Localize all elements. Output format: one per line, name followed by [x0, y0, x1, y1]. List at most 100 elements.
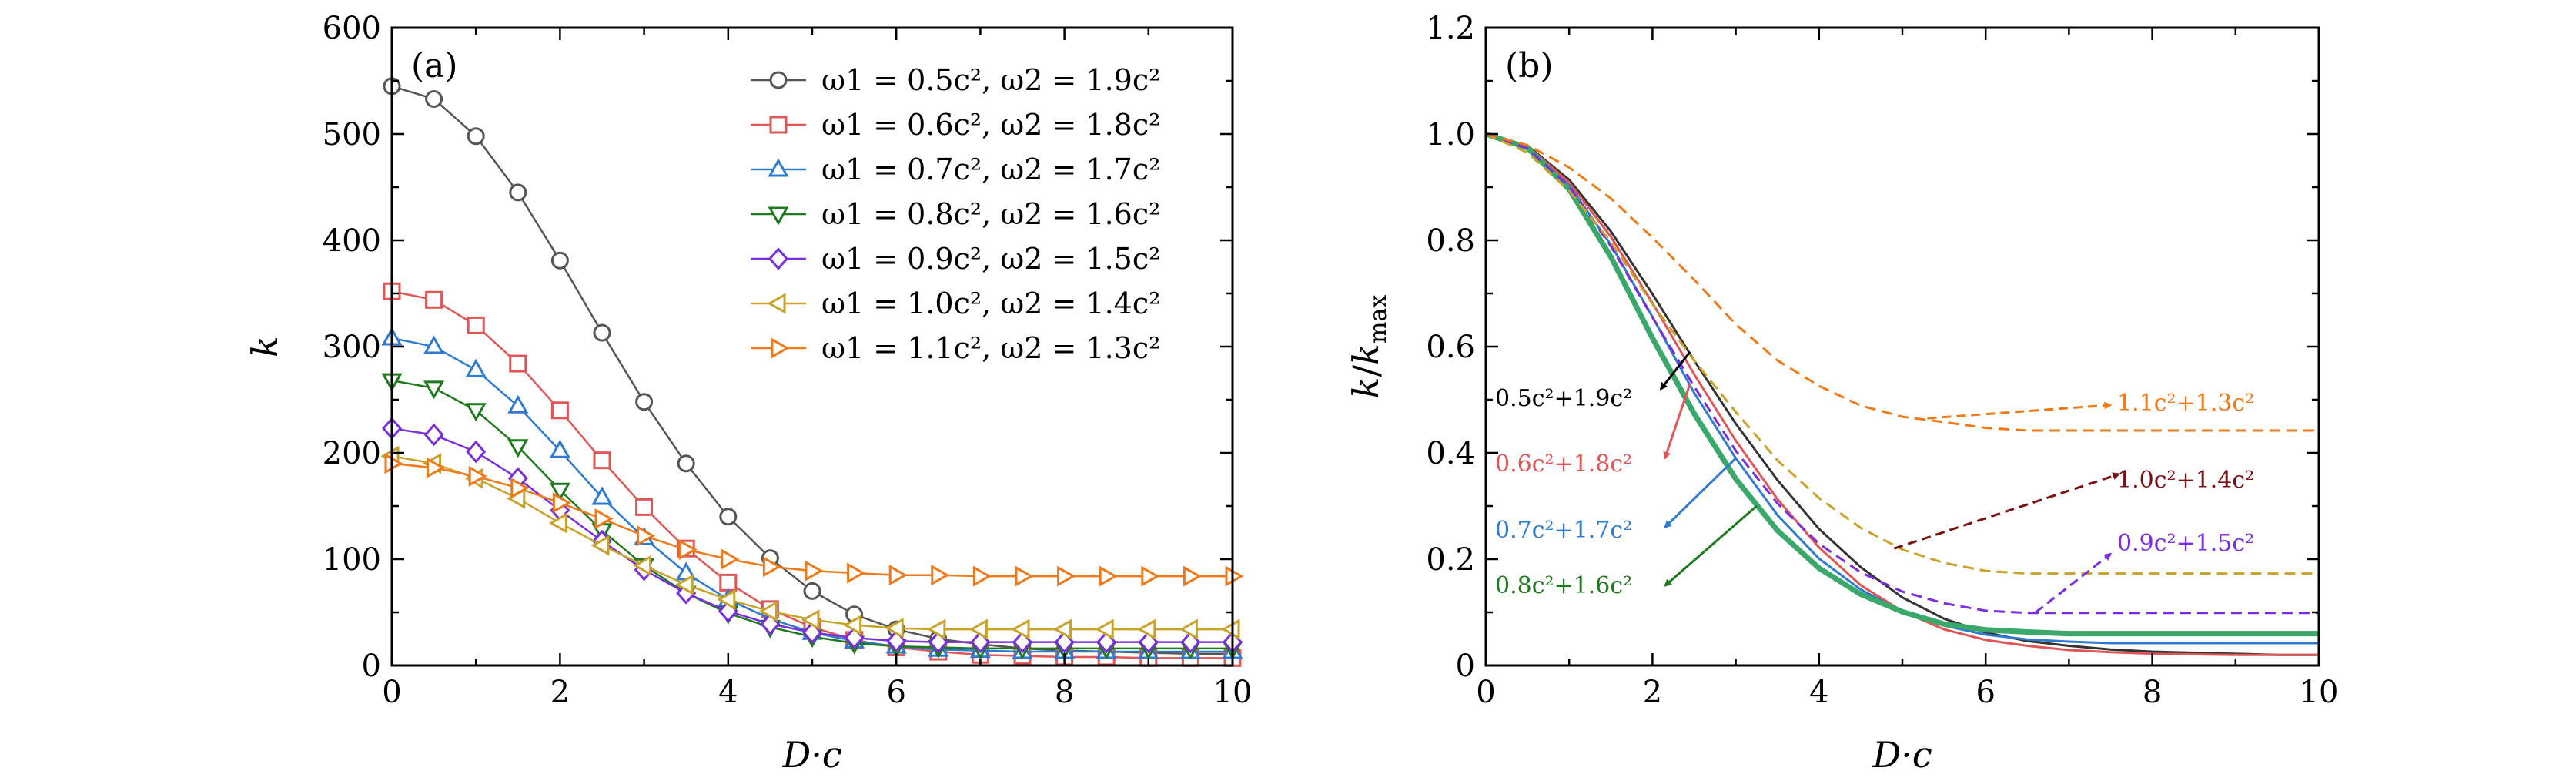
panel-a-plot-area	[380, 77, 1244, 667]
panel-a-ylabel: k	[244, 336, 286, 357]
data-point	[805, 560, 824, 582]
data-point	[1095, 618, 1114, 640]
annotation: 0.8c²+1.6c²	[1495, 504, 1758, 599]
panel-b-annotations: 0.5c²+1.9c² 0.6c²+1.8c² 0.7c²+1.7c² 0.8c²+1…	[1495, 350, 2254, 614]
x-tick-label: 4	[1809, 675, 1828, 710]
y-tick-label: 0	[1456, 649, 1475, 684]
y-tick-label: 0.6	[1426, 330, 1475, 365]
data-point	[593, 323, 611, 342]
x-tick-label: 0	[1476, 675, 1495, 710]
data-point	[1137, 618, 1156, 640]
data-point	[465, 403, 487, 422]
data-point	[721, 548, 740, 570]
data-point	[591, 486, 613, 505]
annotation: 1.0c²+1.4c²	[1893, 467, 2254, 550]
panel-a-legend: ω1 = 0.5c², ω2 = 1.9c² ω1 = 0.6c², ω2 = 1…	[751, 63, 1160, 365]
data-point	[927, 618, 946, 640]
legend-marker	[768, 206, 789, 226]
annotation-label: 1.1c²+1.3c²	[2117, 390, 2254, 417]
data-point	[423, 335, 445, 354]
data-point	[550, 401, 569, 420]
data-point	[425, 290, 443, 309]
data-point	[548, 512, 567, 534]
legend-marker	[768, 247, 788, 270]
panel-b-frame	[1484, 26, 2320, 667]
data-point	[1183, 565, 1202, 587]
legend-marker	[771, 337, 790, 359]
data-point	[549, 439, 570, 458]
x-tick-label: 8	[1055, 675, 1074, 710]
panel-b-ylabel: k/kmax	[1345, 295, 1392, 399]
data-point	[1053, 618, 1072, 640]
legend-item: ω1 = 0.5c², ω2 = 1.9c²	[751, 63, 1160, 97]
legend-item: ω1 = 1.0c², ω2 = 1.4c²	[751, 287, 1160, 320]
data-point	[507, 439, 529, 458]
data-point	[885, 618, 904, 639]
legend-label: ω1 = 0.7c², ω2 = 1.7c²	[821, 153, 1160, 186]
annotation-arrow	[1893, 472, 2121, 550]
legend-item: ω1 = 0.6c², ω2 = 1.8c²	[751, 108, 1160, 142]
data-point	[1015, 565, 1034, 587]
data-point	[1225, 565, 1244, 587]
annotation-label: 0.8c²+1.6c²	[1495, 572, 1632, 599]
legend-label: ω1 = 0.8c², ω2 = 1.6c²	[821, 197, 1160, 231]
series-line-7	[1486, 132, 2319, 432]
annotation-label: 0.7c²+1.7c²	[1495, 517, 1632, 544]
legend-label: ω1 = 0.6c², ω2 = 1.8c²	[821, 108, 1160, 142]
annotation-label: 1.0c²+1.4c²	[2117, 467, 2254, 494]
data-point	[637, 525, 656, 547]
series-7	[384, 453, 1244, 587]
annotation-arrow	[1664, 504, 1758, 587]
data-point	[635, 498, 654, 516]
y-tick-label: 1.0	[1426, 117, 1475, 153]
data-point	[593, 451, 611, 470]
data-point	[1221, 618, 1240, 640]
y-tick-label: 200	[323, 436, 381, 471]
x-tick-label: 8	[2143, 675, 2162, 710]
annotation: 0.5c²+1.9c²	[1495, 350, 1691, 412]
data-point	[427, 457, 446, 478]
data-point	[847, 562, 866, 584]
y-tick-label: 500	[323, 117, 381, 153]
data-point	[719, 573, 738, 592]
data-point	[719, 508, 738, 526]
annotation-arrow	[1927, 401, 2113, 420]
panel-b-ylabel-main-2: k	[1345, 344, 1387, 365]
annotation: 0.7c²+1.7c²	[1495, 457, 1737, 544]
series-line	[391, 427, 1233, 643]
legend-item: ω1 = 0.7c², ω2 = 1.7c²	[751, 153, 1160, 186]
y-tick-label: 0.8	[1426, 223, 1475, 259]
data-point	[758, 601, 778, 622]
legend-marker	[768, 158, 789, 177]
legend-label: ω1 = 1.1c², ω2 = 1.3c²	[821, 331, 1160, 365]
legend-item: ω1 = 1.1c², ω2 = 1.3c²	[751, 331, 1160, 365]
legend-item: ω1 = 0.9c², ω2 = 1.5c²	[751, 242, 1160, 276]
x-tick-label: 10	[2300, 675, 2339, 710]
data-point	[969, 618, 988, 640]
data-point	[423, 423, 444, 447]
annotation-arrow	[1663, 383, 1691, 460]
panel-b-ylabel-sub: max	[1365, 295, 1392, 344]
panel-b-ylabel-slash: /	[1345, 364, 1387, 377]
data-point	[972, 565, 992, 587]
series-line	[391, 379, 1233, 650]
x-tick-label: 4	[718, 675, 738, 710]
y-tick-label: 0	[362, 649, 381, 684]
annotation-label: 0.5c²+1.9c²	[1495, 385, 1632, 412]
data-point	[552, 492, 571, 514]
data-point	[801, 609, 820, 631]
series-line-5	[1486, 132, 2319, 615]
annotation-arrow	[1659, 350, 1691, 390]
y-tick-label: 400	[323, 223, 381, 259]
annotation-label: 0.9c²+1.5c²	[2117, 530, 2254, 557]
data-point	[633, 555, 652, 576]
data-point	[509, 183, 527, 202]
data-point	[931, 565, 950, 586]
panel-b-xlabel: D·c	[1872, 734, 1932, 776]
y-tick-label: 100	[323, 542, 381, 578]
panel-b-plot-area	[1486, 131, 2319, 656]
data-point	[594, 508, 614, 530]
